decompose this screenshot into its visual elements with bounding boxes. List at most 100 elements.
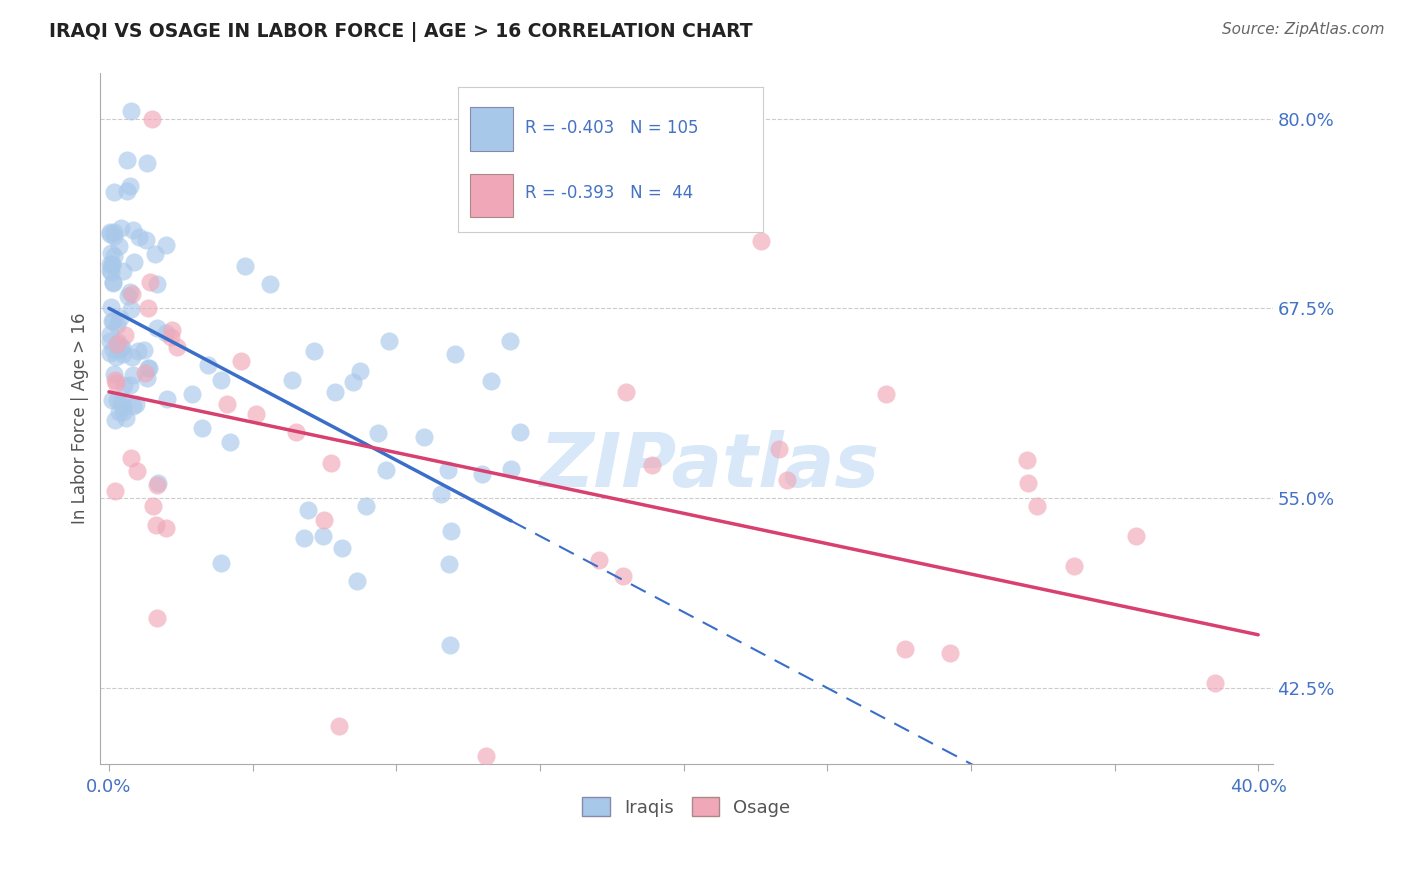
Point bbox=[437, 463, 460, 477]
Point bbox=[444, 347, 467, 361]
Point bbox=[128, 229, 150, 244]
Point bbox=[146, 478, 169, 492]
Point bbox=[103, 186, 125, 200]
Point bbox=[330, 541, 353, 555]
Point bbox=[110, 395, 132, 409]
Point bbox=[197, 359, 219, 373]
Point bbox=[292, 531, 315, 545]
Point bbox=[115, 411, 138, 425]
Point bbox=[100, 225, 122, 239]
Point bbox=[115, 153, 138, 168]
Point bbox=[136, 360, 159, 375]
Point bbox=[1063, 558, 1085, 573]
Point bbox=[122, 368, 145, 382]
Point bbox=[100, 345, 122, 359]
Point bbox=[939, 647, 962, 661]
Text: ZIPatlas: ZIPatlas bbox=[540, 430, 880, 503]
Point bbox=[180, 387, 202, 401]
Point bbox=[439, 638, 461, 652]
Point bbox=[105, 393, 128, 408]
Point bbox=[122, 255, 145, 269]
Point bbox=[191, 421, 214, 435]
Point bbox=[100, 393, 122, 408]
Point bbox=[209, 556, 232, 570]
Point bbox=[132, 343, 155, 358]
Point bbox=[145, 320, 167, 334]
Point bbox=[103, 314, 125, 328]
Point bbox=[103, 226, 125, 240]
Point bbox=[105, 318, 128, 332]
Point bbox=[349, 364, 371, 378]
Point bbox=[121, 286, 143, 301]
Point bbox=[474, 749, 496, 764]
Point bbox=[588, 553, 610, 567]
Point bbox=[138, 360, 160, 375]
Point bbox=[233, 259, 256, 273]
Point bbox=[100, 334, 122, 348]
Point bbox=[110, 311, 132, 326]
Point bbox=[125, 465, 148, 479]
Point bbox=[101, 313, 124, 327]
Point bbox=[775, 473, 797, 487]
Point bbox=[377, 334, 399, 349]
Point bbox=[312, 529, 335, 543]
Point bbox=[155, 392, 177, 407]
Point bbox=[215, 397, 238, 411]
Point bbox=[1204, 676, 1226, 690]
Point bbox=[136, 156, 159, 170]
Point bbox=[105, 350, 128, 364]
Point bbox=[111, 339, 134, 353]
Point bbox=[751, 234, 773, 248]
Point bbox=[155, 237, 177, 252]
Point bbox=[259, 277, 281, 291]
Point bbox=[143, 247, 166, 261]
Point bbox=[328, 719, 350, 733]
Point bbox=[875, 387, 897, 401]
Point bbox=[614, 384, 637, 399]
Point bbox=[321, 456, 343, 470]
Text: IRAQI VS OSAGE IN LABOR FORCE | AGE > 16 CORRELATION CHART: IRAQI VS OSAGE IN LABOR FORCE | AGE > 16… bbox=[49, 22, 752, 42]
Point bbox=[429, 487, 451, 501]
Point bbox=[218, 435, 240, 450]
Point bbox=[122, 223, 145, 237]
Point bbox=[146, 476, 169, 491]
Point bbox=[105, 337, 128, 351]
Point bbox=[439, 557, 461, 571]
Point bbox=[166, 340, 188, 354]
Point bbox=[346, 574, 368, 588]
Point bbox=[103, 367, 125, 381]
Point bbox=[122, 399, 145, 413]
Legend: Iraqis, Osage: Iraqis, Osage bbox=[575, 790, 797, 824]
Point bbox=[112, 264, 135, 278]
Point bbox=[120, 451, 142, 466]
Point bbox=[142, 499, 165, 513]
Point bbox=[100, 257, 122, 271]
Point bbox=[302, 343, 325, 358]
Point bbox=[155, 521, 177, 535]
Point bbox=[120, 103, 142, 118]
Point bbox=[112, 377, 135, 392]
Point bbox=[101, 275, 124, 289]
Point bbox=[471, 467, 494, 482]
Point bbox=[509, 425, 531, 439]
Point bbox=[245, 407, 267, 421]
Point bbox=[162, 324, 184, 338]
Point bbox=[111, 405, 134, 419]
Point bbox=[499, 334, 522, 349]
Point bbox=[103, 229, 125, 244]
Point bbox=[101, 258, 124, 272]
Point bbox=[100, 227, 122, 241]
Point bbox=[120, 302, 142, 317]
Point bbox=[297, 503, 319, 517]
Point bbox=[101, 257, 124, 271]
Point bbox=[100, 326, 122, 341]
Point bbox=[229, 353, 252, 368]
Point bbox=[110, 342, 132, 356]
Point bbox=[155, 326, 177, 340]
Point bbox=[100, 263, 122, 277]
Point bbox=[135, 233, 157, 247]
Point bbox=[107, 239, 129, 253]
Point bbox=[356, 499, 378, 513]
Point bbox=[118, 378, 141, 392]
Point bbox=[125, 397, 148, 411]
